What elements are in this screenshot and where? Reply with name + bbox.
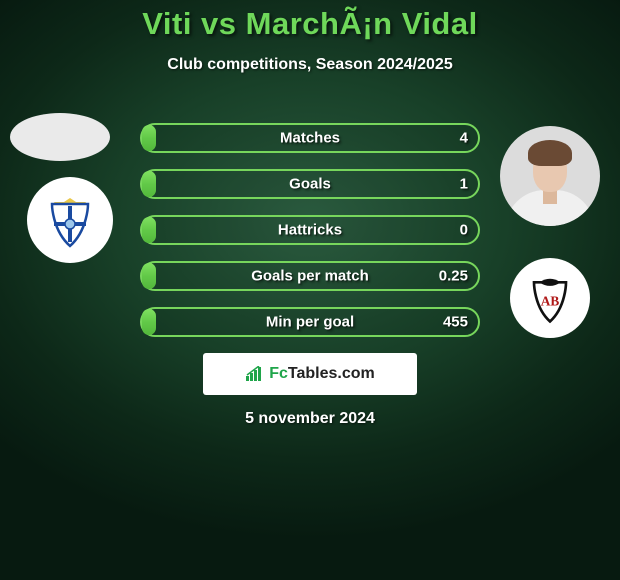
bar-value: 0.25	[439, 268, 468, 285]
subtitle: Club competitions, Season 2024/2025	[0, 56, 620, 74]
avatar-hair	[528, 140, 572, 166]
logo-text: FcTables.com	[269, 365, 375, 383]
shield-icon: AB	[530, 277, 570, 325]
fctables-logo: FcTables.com	[203, 353, 417, 395]
stat-bars: Matches 4 Goals 1 Hattricks 0 Goals per …	[140, 123, 480, 353]
bar-value: 1	[460, 176, 468, 193]
chart-icon	[245, 366, 265, 382]
date-label: 5 november 2024	[0, 410, 620, 428]
bar-value: 455	[443, 314, 468, 331]
shield-icon	[48, 196, 92, 250]
bar-hattricks: Hattricks 0	[140, 215, 480, 245]
bar-label: Hattricks	[140, 222, 480, 239]
logo-suffix: Tables.com	[288, 365, 375, 382]
bar-label: Min per goal	[140, 314, 480, 331]
bar-matches: Matches 4	[140, 123, 480, 153]
bar-label: Goals per match	[140, 268, 480, 285]
player-left-avatar	[10, 113, 110, 161]
bar-label: Goals	[140, 176, 480, 193]
bar-value: 4	[460, 130, 468, 147]
club-crest-right: AB	[510, 258, 590, 338]
player-right-avatar	[500, 126, 600, 226]
page-title: Viti vs MarchÃ¡n Vidal	[0, 0, 620, 42]
svg-text:AB: AB	[541, 294, 560, 309]
bar-min-per-goal: Min per goal 455	[140, 307, 480, 337]
bar-goals-per-match: Goals per match 0.25	[140, 261, 480, 291]
bar-label: Matches	[140, 130, 480, 147]
club-crest-left	[27, 177, 113, 263]
bar-goals: Goals 1	[140, 169, 480, 199]
logo-prefix: Fc	[269, 365, 288, 382]
content-root: Viti vs MarchÃ¡n Vidal Club competitions…	[0, 0, 620, 74]
bar-value: 0	[460, 222, 468, 239]
